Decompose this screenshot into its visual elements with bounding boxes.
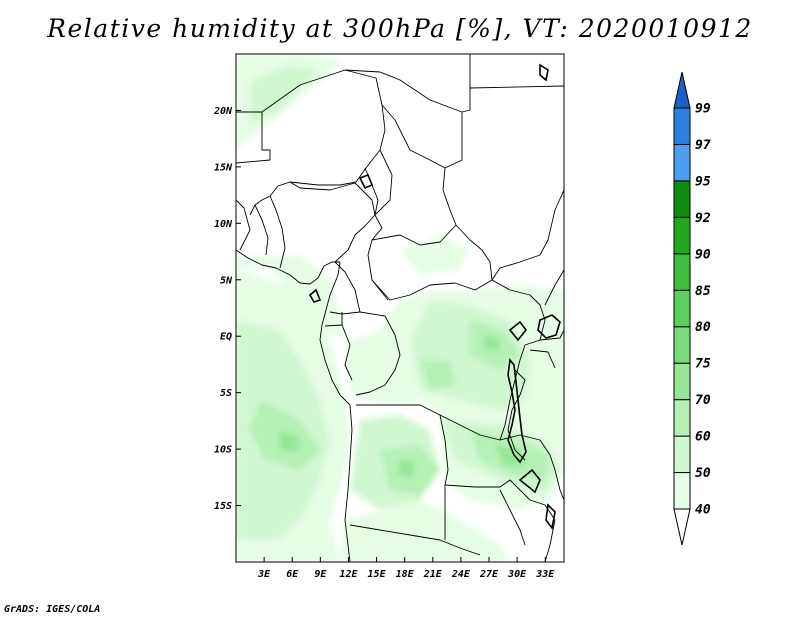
y-tick-label: 10N xyxy=(214,219,233,230)
map-frame xyxy=(235,53,565,563)
map-title: Relative humidity at 300hPa [%], VT: 202… xyxy=(47,14,753,43)
y-tick-label: EQ xyxy=(220,332,232,343)
colorbar-label: 90 xyxy=(695,247,711,262)
country-borders xyxy=(236,54,564,562)
colorbar-high-arrow xyxy=(673,71,691,109)
colorbar-label: 92 xyxy=(695,211,711,226)
x-tick-label: 12E xyxy=(339,569,358,580)
x-tick-label: 21E xyxy=(423,569,443,580)
x-tick-label: 6E xyxy=(286,569,299,580)
colorbar-label: 85 xyxy=(695,284,711,299)
colorbar-segment xyxy=(673,399,691,437)
colorbar-segment xyxy=(673,107,691,145)
lakes xyxy=(308,63,561,530)
x-tick-label: 18E xyxy=(396,569,415,580)
colorbar-segment xyxy=(673,143,691,182)
y-tick-label: 5N xyxy=(220,275,233,286)
y-tick-label: 5S xyxy=(220,388,232,399)
x-tick-label: 3E xyxy=(257,569,271,580)
x-tick-label: 9E xyxy=(314,569,327,580)
x-tick-label: 33E xyxy=(535,569,555,580)
colorbar-label: 50 xyxy=(695,466,711,481)
credit-label: GrADS: IGES/COLA xyxy=(4,604,101,615)
colorbar: 40 50 60 70 75 80 85 90 92 95 97 99 xyxy=(673,71,711,546)
colorbar-segment xyxy=(673,362,691,401)
colorbar-label: 97 xyxy=(695,138,711,153)
colorbar-label: 99 xyxy=(695,102,711,117)
y-axis: 20N 15N 10N 5N EQ 5S 10S 15S xyxy=(213,106,241,512)
y-tick-label: 20N xyxy=(213,106,233,117)
x-axis: 3E 6E 9E 12E 15E 18E 21E 24E 27E 30E 33E xyxy=(257,557,555,580)
humidity-shading xyxy=(236,54,564,562)
colorbar-label: 60 xyxy=(695,430,711,445)
y-tick-label: 15S xyxy=(214,501,232,512)
colorbar-label: 40 xyxy=(695,503,711,518)
x-tick-label: 15E xyxy=(368,569,387,580)
colorbar-segment xyxy=(673,180,691,218)
colorbar-low-arrow xyxy=(673,508,691,546)
colorbar-segment xyxy=(673,435,691,474)
colorbar-label: 75 xyxy=(695,357,711,372)
x-tick-label: 24E xyxy=(451,569,471,580)
x-tick-label: 30E xyxy=(507,569,527,580)
y-tick-label: 15N xyxy=(214,162,233,173)
colorbar-label: 95 xyxy=(695,174,711,189)
colorbar-segment xyxy=(673,326,691,364)
colorbar-segment xyxy=(673,289,691,328)
x-tick-label: 27E xyxy=(479,569,499,580)
colorbar-segment xyxy=(673,253,691,291)
colorbar-label: 70 xyxy=(695,393,711,408)
colorbar-segment xyxy=(673,472,691,510)
colorbar-label: 80 xyxy=(695,320,711,335)
colorbar-segment xyxy=(673,216,691,255)
y-tick-label: 10S xyxy=(214,445,232,456)
